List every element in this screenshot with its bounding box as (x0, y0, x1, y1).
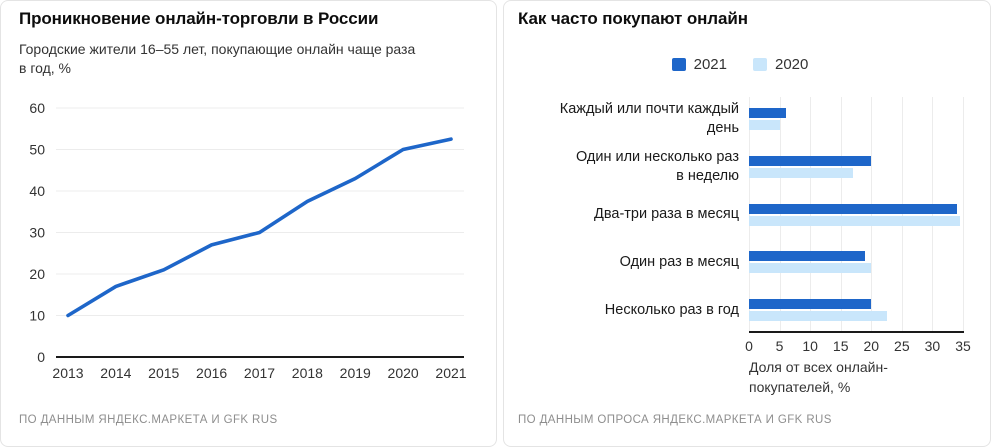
x-tick-label: 2015 (148, 365, 179, 381)
legend: 2021 2020 (504, 56, 983, 73)
x-tick-label: 0 (745, 338, 753, 354)
legend-label: 2020 (775, 56, 809, 73)
bar-2020 (749, 167, 853, 178)
card-online-penetration: Проникновение онлайн-торговли в России Г… (0, 0, 497, 447)
chart-subtitle: Городские жители 16–55 лет, покупающие о… (19, 40, 415, 78)
chart-source: ПО ДАННЫМ ЯНДЕКС.МАРКЕТА И GFK RUS (19, 414, 278, 426)
gridline (901, 97, 903, 332)
bar-category-label: Несколько раз в год (512, 288, 739, 332)
bar-2020 (749, 311, 887, 322)
y-tick-label: 50 (29, 142, 45, 158)
x-tick-label: 2014 (100, 365, 131, 381)
x-tick-label: 30 (924, 338, 941, 354)
x-tick-label: 5 (775, 338, 784, 354)
x-tick-label: 2021 (435, 365, 466, 381)
gridline (932, 97, 934, 332)
bar-category-label: Один или несколько раз в неделю (512, 145, 739, 189)
bar-category-label: Один раз в месяц (512, 240, 739, 284)
y-tick-label: 40 (29, 183, 45, 199)
bar-category-label: Два-три раза в месяц (512, 193, 739, 237)
x-axis-caption: Доля от всех онлайн- покупателей, % (749, 358, 888, 397)
x-axis-caption-line2: покупателей, % (749, 378, 851, 395)
y-tick-label: 20 (29, 266, 45, 282)
bar-2021 (749, 203, 957, 214)
bar-category-label-line: Каждый или почти каждый (559, 101, 739, 117)
x-tick-label: 20 (863, 338, 880, 354)
x-tick-label: 2013 (52, 365, 83, 381)
x-axis-caption-line1: Доля от всех онлайн- (749, 359, 888, 375)
line-chart: 60 50 40 30 20 10 0 2013 2014 2015 2016 2017 2018 201… (29, 100, 466, 381)
legend-item-2020: 2020 (753, 56, 808, 73)
bar-category-label-line: Несколько раз в год (604, 301, 739, 318)
x-axis-line (749, 331, 964, 333)
bar-2021 (749, 251, 866, 262)
chart-source: ПО ДАННЫМ ОПРОСА ЯНДЕКС.МАРКЕТА И GFK RU… (518, 414, 832, 426)
chart-subtitle-line2: в год, % (19, 60, 72, 76)
trend-line (66, 137, 453, 318)
bar-2021 (749, 108, 786, 118)
y-tick-label: 10 (29, 308, 45, 324)
y-tick-label: 30 (29, 225, 45, 241)
bar-category-label-line: в неделю (676, 167, 739, 184)
card-purchase-frequency: Как часто покупают онлайн 2021 2020 0 5 10 1… (503, 0, 991, 447)
bar-chart: 0 5 10 15 20 25 30 35 Каждый или почти каждый ден… (504, 1, 990, 446)
bar-2020 (749, 215, 960, 226)
y-tick-label: 60 (29, 100, 45, 116)
chart-title: Как часто покупают онлайн (518, 9, 748, 28)
x-tick-label: 25 (894, 338, 910, 354)
chart-subtitle-line1: Городские жители 16–55 лет, покупающие о… (19, 41, 416, 57)
x-tick-label: 2020 (388, 365, 419, 381)
chart-title: Проникновение онлайн-торговли в России (19, 9, 379, 28)
x-tick-label: 2016 (196, 365, 227, 381)
bar-category-label-line: день (706, 120, 739, 136)
x-tick-label: 2018 (292, 365, 323, 381)
gridline (840, 97, 842, 332)
bar-2021 (749, 155, 872, 166)
bar-category-label-line: Один раз в месяц (619, 253, 739, 270)
bar-category-label-line: Один или несколько раз (575, 148, 739, 165)
legend-item-2021: 2021 (671, 56, 727, 73)
bar-category-label-line: Два-три раза в месяц (594, 206, 739, 223)
gridline (871, 97, 873, 332)
x-tick-label: 2019 (340, 365, 371, 381)
gridline (963, 97, 964, 332)
x-tick-label: 10 (802, 338, 818, 354)
legend-swatch-2021 (671, 58, 686, 71)
y-tick-label: 0 (37, 349, 45, 365)
legend-label: 2021 (693, 56, 727, 73)
bar-2020 (749, 120, 780, 130)
bar-category-label: Каждый или почти каждый день (512, 97, 739, 141)
x-tick-label: 35 (955, 338, 971, 354)
x-tick-label: 2017 (244, 365, 275, 381)
legend-swatch-2020 (753, 58, 767, 71)
gridline (810, 97, 812, 332)
gridline (749, 97, 750, 332)
bar-2021 (749, 299, 872, 310)
x-tick-label: 15 (832, 338, 849, 354)
bar-2020 (749, 263, 872, 274)
gridline (779, 97, 781, 332)
